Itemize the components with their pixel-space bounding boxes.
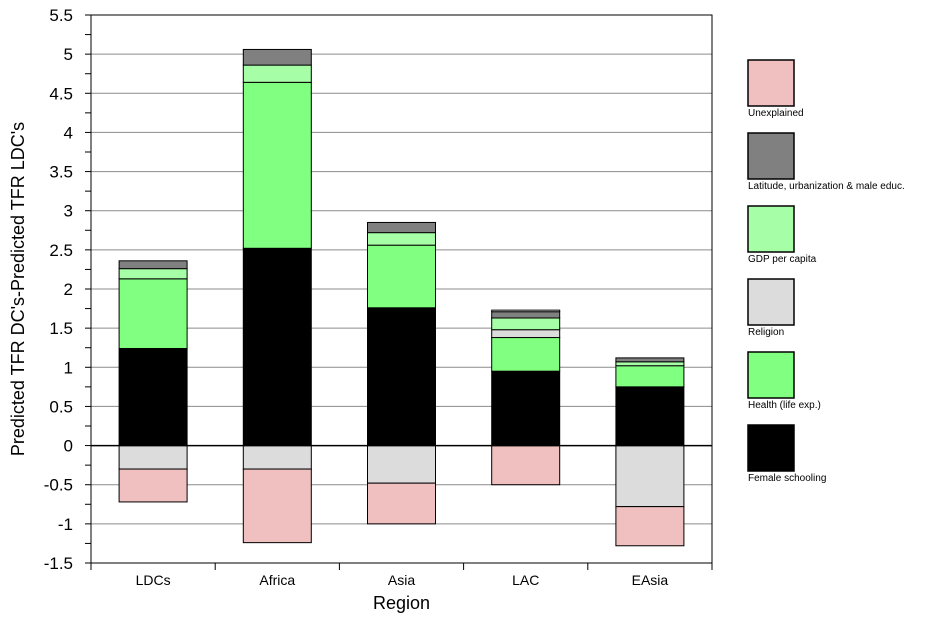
bar-segment-lac-religion bbox=[491, 329, 561, 339]
bar-segment-ldcs-female-schooling bbox=[118, 347, 188, 447]
y-tick-label: 4.5 bbox=[49, 84, 73, 103]
bar-segment-lac-unexplained bbox=[491, 445, 561, 486]
legend-swatch-health-life-exp bbox=[747, 351, 795, 399]
y-tick-label: 4 bbox=[64, 123, 73, 142]
bar-segment-asia-unexplained bbox=[367, 482, 436, 525]
bar-segment-asia-religion bbox=[367, 445, 436, 484]
y-tick-label: 5.5 bbox=[49, 6, 73, 25]
x-axis-title: Region bbox=[373, 593, 430, 613]
bar-segment-lac-extra bbox=[491, 309, 561, 313]
legend-swatch-unexplained bbox=[747, 59, 795, 107]
bar-segment-easia-female-schooling bbox=[615, 386, 685, 447]
bar-segment-africa-health-life-exp bbox=[242, 81, 312, 249]
y-tick-label: 5 bbox=[64, 45, 73, 64]
y-tick-label: 1 bbox=[64, 358, 73, 377]
y-tick-label: -1 bbox=[58, 515, 73, 534]
y-tick-label: -1.5 bbox=[44, 554, 73, 573]
legend-label-gdp-per-capita: GDP per capita bbox=[748, 254, 817, 265]
bar-segment-asia-latitude-urbanization-male-educ bbox=[367, 221, 436, 234]
axes: 5.5 5 4.5 4 3.5 3 2.5 2 1.5 1 0.5 0 -0.5 -1 -1.5 LDCs Af… bbox=[8, 6, 713, 613]
legend-label-religion: Religion bbox=[748, 327, 784, 338]
bar-segment-ldcs-religion bbox=[118, 445, 188, 470]
y-tick-label: 0 bbox=[64, 437, 73, 456]
bar-segment-africa-latitude-urbanization-male-educ bbox=[242, 48, 312, 66]
y-tick-label: 1.5 bbox=[49, 319, 73, 338]
legend-swatch-latitude-urbanization-male-educ bbox=[747, 132, 795, 180]
bars bbox=[118, 48, 685, 547]
bar-segment-ldcs-latitude-urbanization-male-educ bbox=[118, 260, 188, 270]
bar-segment-easia-unexplained bbox=[615, 506, 685, 547]
bar-segment-africa-unexplained bbox=[242, 468, 312, 544]
bar-segment-africa-religion bbox=[242, 445, 312, 470]
legend-label-latitude-urbanization-male-educ: Latitude, urbanization & male educ. bbox=[748, 181, 905, 192]
bar-segment-ldcs-unexplained bbox=[118, 468, 188, 503]
y-axis-title: Predicted TFR DC's-Predicted TFR LDC's bbox=[8, 122, 28, 456]
bar-segment-ldcs-gdp-per-capita bbox=[118, 268, 188, 280]
y-tick-label: 2 bbox=[64, 280, 73, 299]
bar-segment-asia-female-schooling bbox=[367, 307, 436, 447]
legend-swatch-religion bbox=[747, 278, 795, 326]
bar-segment-ldcs-health-life-exp bbox=[118, 278, 188, 349]
bar-segment-lac-latitude-urbanization-male-educ bbox=[491, 311, 561, 319]
legend-swatch-gdp-per-capita bbox=[747, 205, 795, 253]
bar-segment-lac-gdp-per-capita bbox=[491, 317, 561, 331]
x-tick-label: LAC bbox=[512, 572, 539, 588]
y-tick-label: 2.5 bbox=[49, 241, 73, 260]
bar-segment-asia-health-life-exp bbox=[367, 244, 436, 309]
bar-segment-easia-latitude-urbanization-male-educ bbox=[615, 357, 685, 363]
bar-segment-easia-gdp-per-capita bbox=[615, 361, 685, 367]
x-tick-label: Africa bbox=[259, 572, 295, 588]
bar-segment-easia-religion bbox=[615, 445, 685, 508]
legend-swatch-female-schooling bbox=[747, 424, 795, 472]
y-tick-label: 3.5 bbox=[49, 163, 73, 182]
legend: Unexplained Latitude, urbanization & male… bbox=[747, 59, 905, 484]
bar-segment-asia-gdp-per-capita bbox=[367, 232, 436, 246]
x-tick-label: LDCs bbox=[136, 572, 171, 588]
legend-label-unexplained: Unexplained bbox=[748, 108, 804, 119]
x-tick-label: EAsia bbox=[632, 572, 669, 588]
bar-segment-lac-health-life-exp bbox=[491, 337, 561, 372]
bar-segment-lac-female-schooling bbox=[491, 370, 561, 447]
x-tick-label: Asia bbox=[388, 572, 415, 588]
y-tick-label: -0.5 bbox=[44, 476, 73, 495]
legend-label-female-schooling: Female schooling bbox=[748, 473, 826, 484]
bar-segment-easia-health-life-exp bbox=[615, 365, 685, 388]
y-tick-label: 0.5 bbox=[49, 397, 73, 416]
bar-segment-africa-female-schooling bbox=[242, 247, 312, 447]
plot-frame bbox=[90, 14, 713, 564]
y-tick-label: 3 bbox=[64, 202, 73, 221]
bar-segment-africa-gdp-per-capita bbox=[242, 64, 312, 83]
legend-label-health-life-exp: Health (life exp.) bbox=[748, 400, 821, 411]
